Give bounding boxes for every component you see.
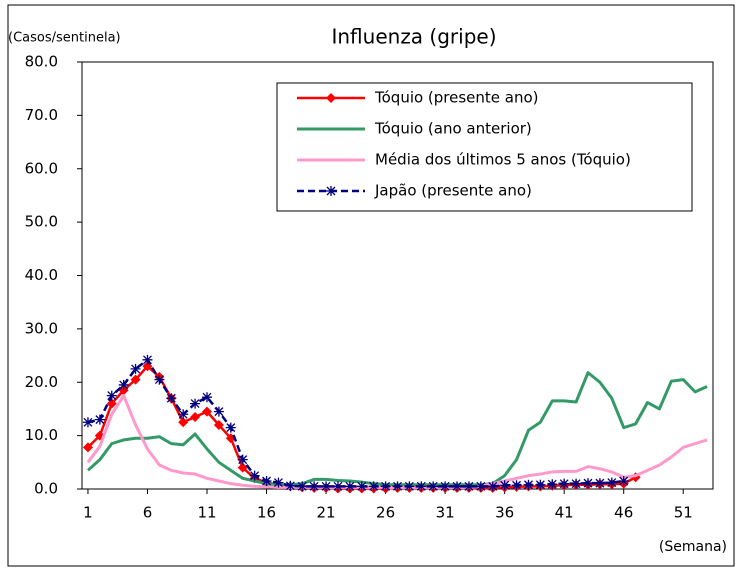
point-marker — [428, 481, 439, 492]
point-marker — [202, 392, 213, 403]
y-tick-label: 40.0 — [25, 266, 58, 284]
y-tick-label: 50.0 — [25, 213, 58, 231]
point-marker — [273, 477, 284, 488]
point-marker — [380, 481, 391, 492]
y-axis-label: (Casos/sentinela) — [8, 31, 121, 46]
point-marker — [166, 393, 177, 404]
point-marker — [118, 379, 129, 390]
legend-label: Média dos últimos 5 anos (Tóquio) — [375, 151, 631, 169]
point-marker — [499, 480, 510, 491]
point-marker — [332, 481, 343, 492]
point-marker — [535, 479, 546, 490]
point-marker — [237, 454, 248, 465]
point-marker — [487, 481, 498, 492]
point-marker — [571, 478, 582, 489]
x-axis-label: (Semana) — [659, 539, 727, 555]
point-marker — [213, 406, 224, 417]
point-marker — [297, 481, 308, 492]
point-marker — [463, 481, 474, 492]
point-marker — [178, 417, 189, 428]
point-marker — [106, 390, 117, 401]
point-marker — [344, 481, 355, 492]
point-marker — [82, 442, 93, 453]
point-marker — [368, 481, 379, 492]
point-marker — [202, 406, 213, 417]
point-marker — [213, 419, 224, 430]
x-tick-label: 31 — [436, 504, 455, 522]
point-marker — [190, 398, 201, 409]
point-marker — [285, 480, 296, 491]
point-marker — [606, 477, 617, 488]
point-marker — [523, 479, 534, 490]
point-marker — [178, 409, 189, 420]
point-marker — [225, 422, 236, 433]
point-marker — [452, 481, 463, 492]
point-marker — [559, 478, 570, 489]
x-tick-label: 21 — [317, 504, 336, 522]
legend-label: Japão (presente ano) — [374, 182, 532, 200]
y-tick-label: 0.0 — [34, 480, 58, 498]
point-marker — [130, 374, 141, 385]
point-marker — [392, 481, 403, 492]
y-tick-label: 60.0 — [25, 159, 58, 177]
x-tick-label: 1 — [83, 504, 93, 522]
point-marker — [82, 417, 93, 428]
x-tick-label: 36 — [495, 504, 514, 522]
chart-title: Influenza (gripe) — [331, 25, 496, 49]
point-marker — [142, 354, 153, 365]
x-tick-label: 26 — [376, 504, 395, 522]
series-line — [87, 358, 624, 488]
legend-label: Tóquio (ano anterior) — [374, 120, 532, 138]
point-marker — [511, 480, 522, 491]
point-marker — [106, 398, 117, 409]
point-marker — [321, 481, 332, 492]
point-marker — [190, 411, 201, 422]
point-marker — [130, 363, 141, 374]
y-tick-label: 20.0 — [25, 373, 58, 391]
y-tick-label: 80.0 — [25, 53, 58, 71]
point-marker — [404, 481, 415, 492]
x-tick-label: 11 — [197, 504, 216, 522]
x-tick-label: 6 — [143, 504, 153, 522]
y-tick-label: 10.0 — [25, 426, 58, 444]
point-marker — [582, 478, 593, 489]
point-marker — [326, 186, 336, 196]
legend — [276, 82, 693, 212]
x-tick-label: 41 — [555, 504, 574, 522]
point-marker — [309, 481, 320, 492]
point-marker — [547, 479, 558, 490]
x-tick-label: 16 — [257, 504, 276, 522]
point-marker — [249, 470, 260, 481]
x-tick-label: 46 — [614, 504, 633, 522]
legend-label: Tóquio (presente ano) — [374, 89, 539, 107]
x-tick-label: 51 — [674, 504, 693, 522]
point-marker — [356, 481, 367, 492]
point-marker — [154, 374, 165, 385]
point-marker — [416, 481, 427, 492]
point-marker — [475, 481, 486, 492]
y-tick-label: 70.0 — [25, 106, 58, 124]
point-marker — [237, 462, 248, 473]
point-marker — [94, 414, 105, 425]
point-marker — [326, 93, 336, 103]
y-tick-label: 30.0 — [25, 319, 58, 337]
point-marker — [618, 475, 629, 486]
point-marker — [594, 478, 605, 489]
point-marker — [440, 481, 451, 492]
point-marker — [261, 475, 272, 486]
